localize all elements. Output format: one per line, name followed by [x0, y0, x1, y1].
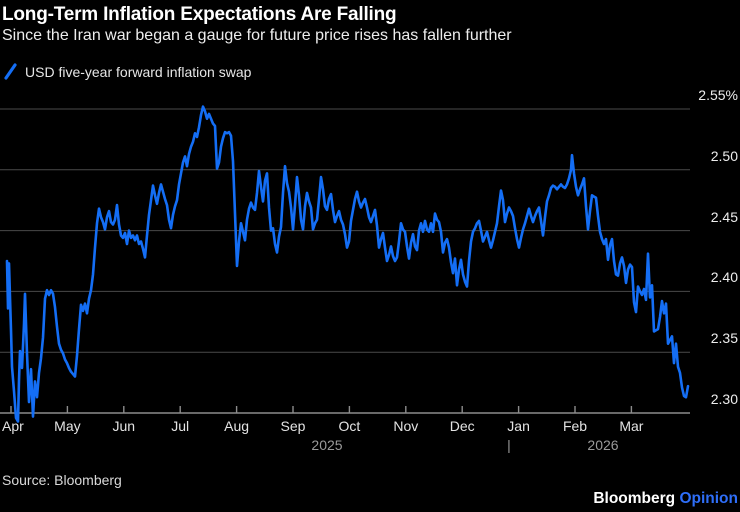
x-axis-label-apr: Apr: [2, 418, 24, 434]
year-label-2026: 2026: [587, 437, 619, 453]
brand-logo: Bloomberg Opinion: [593, 490, 738, 508]
inflation-swap-line: [5, 105, 690, 423]
x-axis-label-oct: Oct: [338, 418, 361, 434]
year-divider: |: [507, 437, 511, 453]
y-axis-label: 2.45: [710, 209, 738, 225]
page-title: Long-Term Inflation Expectations Are Fal…: [2, 4, 397, 25]
x-axis-label-sep: Sep: [280, 418, 306, 434]
x-axis-label-jul: Jul: [171, 418, 190, 434]
x-axis-label-jan: Jan: [507, 418, 530, 434]
x-axis-label-nov: Nov: [393, 418, 419, 434]
page-subtitle: Since the Iran war began a gauge for fut…: [2, 27, 512, 44]
legend-line-marker-icon: [4, 63, 17, 80]
legend: USD five-year forward inflation swap: [3, 63, 251, 80]
y-axis-label: 2.40: [710, 269, 738, 285]
x-axis-label-mar: Mar: [619, 418, 644, 434]
y-axis-label: 2.30: [710, 391, 738, 407]
brand-edition: Opinion: [679, 490, 738, 507]
x-axis-label-jun: Jun: [112, 418, 136, 434]
source-note: Source: Bloomberg: [2, 472, 122, 488]
brand-name: Bloomberg: [593, 490, 676, 507]
x-axis-label-dec: Dec: [449, 418, 475, 434]
y-axis-label: 2.50: [710, 148, 738, 164]
x-axis-label-may: May: [54, 418, 81, 434]
x-axis-ticks: [10, 406, 633, 413]
legend-label: USD five-year forward inflation swap: [25, 63, 252, 80]
x-axis-label-aug: Aug: [224, 418, 250, 434]
y-axis-label: 2.55%: [698, 87, 738, 103]
x-axis-label-feb: Feb: [562, 418, 588, 434]
year-label-2025: 2025: [311, 437, 343, 453]
y-axis-label: 2.35: [710, 330, 738, 346]
